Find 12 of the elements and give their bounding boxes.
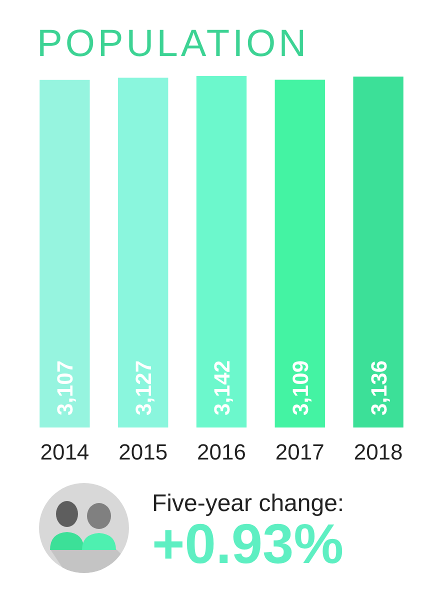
data-label: 3,127	[131, 360, 156, 416]
x-tick-label: 2018	[354, 440, 403, 464]
data-label: 3,142	[210, 360, 234, 416]
chart-title: POPULATION	[36, 22, 310, 65]
text: Five-year change:	[152, 490, 344, 517]
data-label: 3,107	[52, 360, 78, 416]
x-tick-label: 2017	[275, 440, 324, 464]
x-tick-label: 2015	[118, 440, 168, 464]
data-label: 3,109	[288, 360, 313, 416]
x-tick-label: 2016	[197, 440, 246, 464]
data-label: 3,136	[366, 360, 392, 416]
x-tick-label: 2014	[40, 440, 90, 464]
